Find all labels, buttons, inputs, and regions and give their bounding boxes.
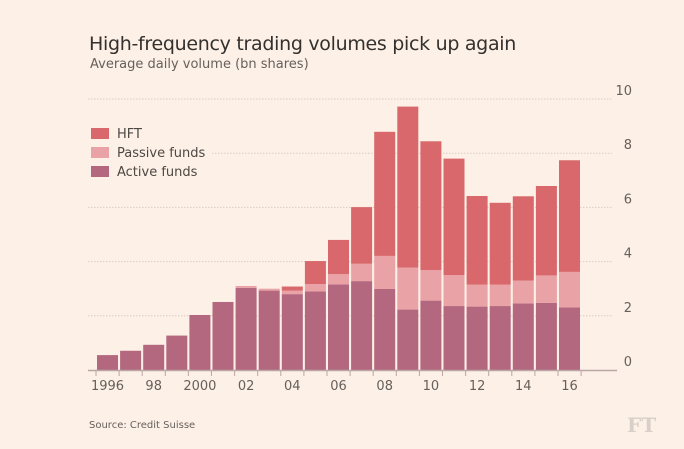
- bar-passive-funds: [420, 270, 442, 301]
- bar-active-funds: [120, 350, 142, 370]
- bar-hft: [443, 158, 465, 276]
- bar-active-funds: [189, 314, 211, 370]
- y-tick-label: 10: [615, 84, 632, 99]
- bar-passive-funds: [489, 284, 511, 307]
- chart-subtitle: Average daily volume (bn shares): [90, 57, 309, 72]
- legend-swatch: [91, 128, 109, 139]
- bar-hft: [397, 106, 419, 268]
- bar-active-funds: [212, 301, 234, 370]
- bar-hft: [304, 261, 326, 285]
- bar-hft: [420, 141, 442, 271]
- x-tick-label: 08: [376, 379, 393, 394]
- bar-passive-funds: [512, 280, 534, 304]
- legend-swatch: [91, 166, 109, 177]
- y-tick-label: 0: [624, 355, 632, 370]
- source-note: Source: Credit Suisse: [89, 420, 196, 431]
- bar-passive-funds: [351, 263, 373, 282]
- bar-passive-funds: [281, 290, 303, 295]
- x-tick-label: 98: [145, 379, 162, 394]
- bar-passive-funds: [374, 255, 396, 289]
- bar-active-funds: [420, 300, 442, 370]
- x-tick-label: 16: [561, 379, 578, 394]
- y-tick-label: 2: [624, 301, 632, 316]
- bar-active-funds: [559, 307, 580, 370]
- bar-hft: [281, 286, 303, 291]
- bar-hft: [489, 202, 511, 285]
- bar-passive-funds: [397, 267, 419, 310]
- bar-passive-funds: [443, 275, 465, 307]
- bar-hft: [374, 131, 396, 256]
- bar-hft: [466, 196, 488, 285]
- bar-active-funds: [304, 291, 326, 370]
- legend-label: HFT: [117, 127, 142, 142]
- bar-passive-funds: [235, 285, 257, 288]
- x-tick-label: 1996: [91, 379, 124, 394]
- bar-passive-funds: [304, 284, 326, 292]
- bar-active-funds: [258, 290, 280, 370]
- bar-hft: [512, 196, 534, 281]
- bar-active-funds: [535, 302, 557, 370]
- bar-active-funds: [489, 306, 511, 370]
- x-tick-label: 10: [423, 379, 440, 394]
- legend-label: Active funds: [117, 165, 198, 180]
- x-tick-label: 2000: [183, 379, 216, 394]
- bar-hft: [559, 160, 580, 272]
- x-tick-label: 14: [515, 379, 532, 394]
- x-tick-label: 04: [284, 379, 301, 394]
- chart-title: High-frequency trading volumes pick up a…: [89, 33, 517, 55]
- bar-hft: [328, 239, 349, 275]
- ft-logo: FT: [627, 413, 657, 437]
- bar-active-funds: [443, 306, 465, 370]
- bar-active-funds: [512, 303, 534, 370]
- bar-active-funds: [166, 335, 188, 370]
- bar-active-funds: [143, 344, 165, 370]
- x-tick-label: 06: [330, 379, 347, 394]
- bar-hft: [535, 185, 557, 276]
- bar-passive-funds: [466, 284, 488, 307]
- bar-active-funds: [397, 309, 419, 370]
- y-tick-label: 4: [624, 247, 632, 262]
- bar-passive-funds: [328, 274, 349, 285]
- bar-active-funds: [235, 287, 257, 370]
- x-tick-label: 12: [469, 379, 486, 394]
- bar-active-funds: [281, 294, 303, 370]
- bar-passive-funds: [535, 275, 557, 303]
- bar-active-funds: [328, 284, 349, 370]
- bar-passive-funds: [258, 288, 280, 291]
- y-tick-label: 8: [624, 138, 632, 153]
- legend-swatch: [91, 147, 109, 158]
- bar-passive-funds: [559, 271, 580, 308]
- legend-label: Passive funds: [117, 146, 206, 161]
- bar-active-funds: [97, 355, 118, 370]
- bar-active-funds: [466, 306, 488, 370]
- bar-active-funds: [351, 281, 373, 370]
- x-tick-label: 02: [238, 379, 255, 394]
- y-tick-label: 6: [624, 192, 632, 207]
- bar-hft: [351, 207, 373, 264]
- bar-active-funds: [374, 288, 396, 370]
